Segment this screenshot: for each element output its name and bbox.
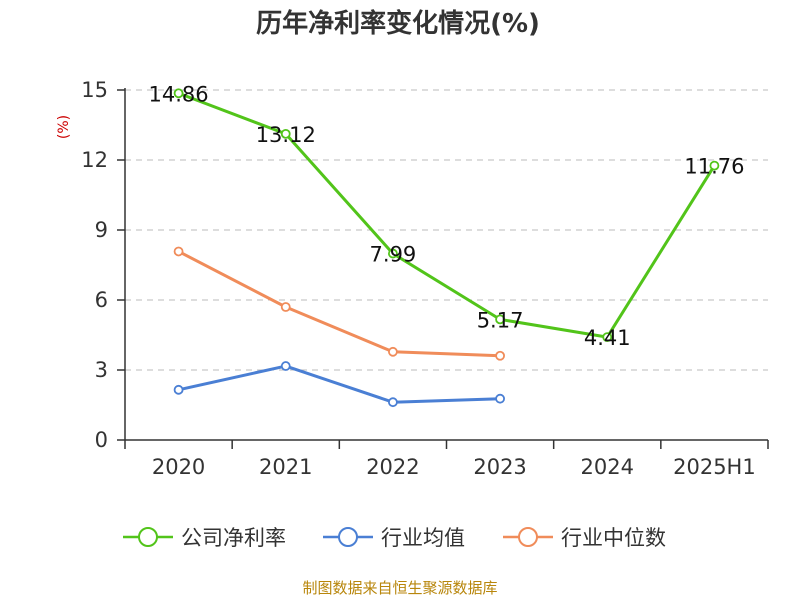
series-line <box>178 364 501 404</box>
data-label: 13.12 <box>256 123 316 147</box>
data-point <box>280 128 291 139</box>
x-tick-label: 2022 <box>366 455 419 479</box>
data-point <box>280 361 291 371</box>
series-line <box>178 91 716 339</box>
data-labels: 14.86 13.12 7.99 5.17 4.41 11.76 <box>149 82 745 350</box>
y-axis-unit: (%) <box>56 115 72 139</box>
legend-label: 行业均值 <box>381 526 465 550</box>
legend-marker <box>338 527 358 547</box>
data-point <box>602 332 613 343</box>
source-note: 制图数据来自恒生聚源数据库 <box>302 579 497 597</box>
legend-marker <box>518 527 538 547</box>
y-tick-label: 3 <box>95 358 108 382</box>
data-point <box>173 88 184 99</box>
grid-lines <box>125 89 768 371</box>
axes: 0 3 6 9 12 15 2020 2021 2022 2023 2024 2025H1 <box>81 78 769 479</box>
y-tick-label: 0 <box>95 428 108 452</box>
legend-label: 公司净利率 <box>181 526 286 550</box>
data-point <box>495 350 505 361</box>
data-label: 11.76 <box>684 155 744 179</box>
legend-label: 行业中位数 <box>561 526 666 550</box>
data-point <box>388 248 398 259</box>
x-tick-label: 2024 <box>581 455 634 479</box>
series-lines <box>173 88 720 408</box>
x-tick-label: 2025H1 <box>673 455 756 479</box>
data-point <box>388 346 398 357</box>
series-line <box>177 250 501 358</box>
data-point <box>709 160 720 171</box>
data-point <box>388 397 398 408</box>
legend-marker <box>138 527 158 547</box>
data-point <box>495 393 505 404</box>
y-tick-label: 6 <box>95 288 108 312</box>
chart-title: 历年净利率变化情况(%) <box>256 8 540 39</box>
data-label: 7.99 <box>370 243 417 267</box>
data-point <box>173 246 184 257</box>
legend: 公司净利率 行业均值 行业中位数 <box>123 526 666 550</box>
x-tick-label: 2023 <box>473 455 526 479</box>
data-label: 4.41 <box>584 326 631 350</box>
data-label: 14.86 <box>149 82 209 106</box>
data-label: 5.17 <box>477 308 524 332</box>
y-tick-label: 12 <box>81 148 108 172</box>
data-point <box>280 302 291 312</box>
x-tick-label: 2021 <box>259 455 312 479</box>
data-point <box>495 314 505 325</box>
x-tick-label: 2020 <box>152 455 205 479</box>
y-tick-label: 15 <box>81 78 108 102</box>
y-tick-label: 9 <box>95 218 108 242</box>
data-point <box>173 384 184 395</box>
